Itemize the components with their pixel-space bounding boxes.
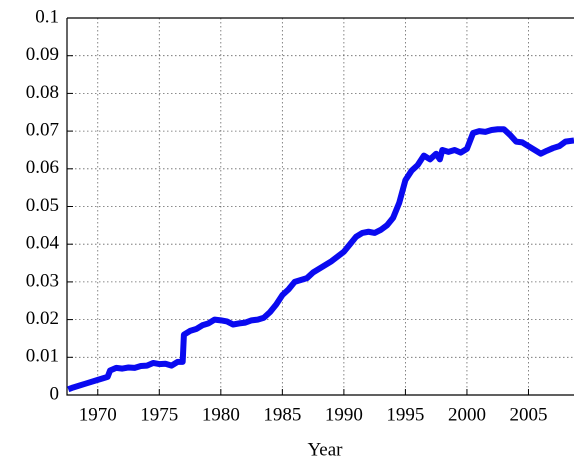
x-tick-label: 1970: [79, 404, 117, 425]
y-tick-label: 0.1: [35, 6, 59, 27]
y-tick-label: 0.07: [26, 119, 59, 140]
y-tick-label: 0.04: [26, 233, 60, 254]
y-tick-label: 0.05: [26, 195, 59, 216]
plot-frame: [66, 17, 574, 396]
y-tick-label: 0.02: [26, 308, 59, 329]
x-axis-label: Year: [307, 439, 343, 459]
y-tick-label: 0.08: [26, 82, 59, 103]
x-tick-label: 2005: [509, 404, 547, 425]
data-line: [67, 126, 574, 393]
x-tick-label: 1980: [202, 404, 240, 425]
y-tick-label: 0.01: [26, 346, 59, 367]
x-tick-label: 2000: [448, 404, 486, 425]
x-tick-label: 1995: [386, 404, 424, 425]
x-tick-label: 1990: [325, 404, 363, 425]
y-tick-label: 0: [50, 383, 60, 404]
y-tick-label: 0.09: [26, 44, 59, 65]
y-tick-label: 0.06: [26, 157, 59, 178]
y-tick-label: 0.03: [26, 270, 59, 291]
x-tick-label: 1985: [263, 404, 301, 425]
x-tick-label: 1975: [140, 404, 178, 425]
